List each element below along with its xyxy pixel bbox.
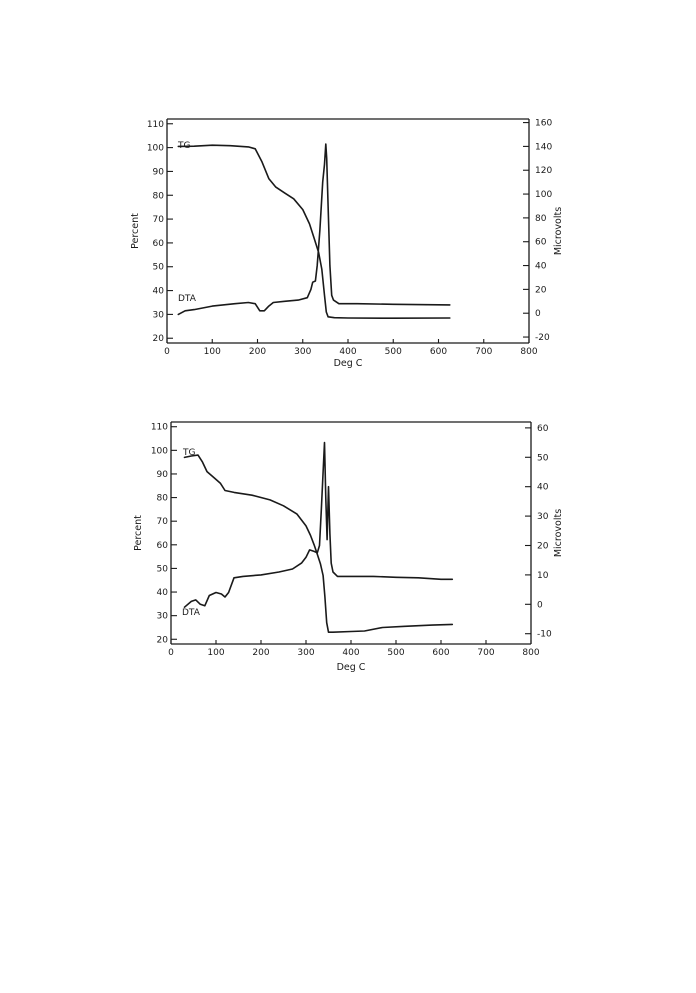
dta-series-label: DTA — [178, 294, 197, 304]
left-y-tick-label: 50 — [157, 564, 169, 574]
right-y-tick-label: 160 — [535, 119, 552, 129]
left-y-tick-label: 100 — [151, 446, 168, 456]
left-y-tick-label: 30 — [153, 310, 165, 320]
right-y-tick-label: 30 — [537, 512, 549, 522]
left-y-tick-label: 40 — [157, 588, 169, 598]
left-y-tick-label: 60 — [157, 541, 169, 551]
right-y-tick-label: 10 — [537, 571, 549, 581]
dta-curve — [177, 143, 451, 316]
tg-curve — [177, 144, 451, 319]
left-y-tick-label: 60 — [153, 239, 165, 249]
right-y-tick-label: -10 — [537, 630, 552, 640]
x-tick-label: 300 — [297, 648, 314, 658]
x-tick-label: 500 — [385, 347, 402, 357]
left-y-tick-label: 90 — [153, 167, 165, 177]
right-y-tick-label: 20 — [535, 285, 547, 295]
right-y-axis-title: Microvolts — [553, 509, 564, 557]
dta-series-label: DTA — [182, 608, 201, 618]
tg-series-label: TG — [177, 141, 190, 151]
left-y-tick-label: 50 — [153, 263, 165, 273]
x-tick-label: 300 — [294, 347, 311, 357]
x-tick-label: 100 — [207, 648, 224, 658]
left-y-tick-label: 30 — [157, 612, 169, 622]
x-axis-title: Deg C — [334, 358, 363, 369]
right-y-tick-label: 0 — [535, 309, 541, 319]
left-y-tick-label: 40 — [153, 287, 165, 297]
x-tick-label: 800 — [522, 648, 539, 658]
right-y-tick-label: 80 — [535, 214, 547, 224]
left-y-tick-label: 90 — [157, 470, 169, 480]
right-y-tick-label: 100 — [535, 190, 552, 200]
tg-series-label: TG — [182, 448, 195, 458]
right-y-tick-label: 50 — [537, 453, 549, 463]
x-tick-label: 200 — [249, 347, 266, 357]
x-tick-label: 500 — [387, 648, 404, 658]
x-tick-label: 700 — [475, 347, 492, 357]
right-y-tick-label: 0 — [537, 600, 543, 610]
left-y-tick-label: 70 — [157, 517, 169, 527]
right-y-axis-title: Microvolts — [553, 207, 564, 255]
x-tick-label: 200 — [252, 648, 269, 658]
x-tick-label: 400 — [339, 347, 356, 357]
right-y-tick-label: 20 — [537, 541, 549, 551]
x-tick-label: 0 — [168, 648, 174, 658]
right-y-tick-label: 60 — [537, 424, 549, 434]
left-y-tick-label: 110 — [151, 423, 168, 433]
right-y-tick-label: 140 — [535, 142, 552, 152]
left-y-tick-label: 80 — [153, 191, 165, 201]
chart-bottom: 0 100 200 300 400 500 600 700 800203040506070809… — [133, 421, 564, 673]
left-y-tick-label: 20 — [153, 334, 165, 344]
right-y-tick-label: 120 — [535, 166, 552, 176]
x-tick-label: 600 — [430, 347, 447, 357]
x-axis-title: Deg C — [337, 662, 366, 673]
x-tick-label: 400 — [342, 648, 359, 658]
x-tick-label: 100 — [204, 347, 221, 357]
x-tick-label: 600 — [432, 648, 449, 658]
left-y-tick-label: 100 — [147, 144, 164, 154]
left-y-axis-title: Percent — [133, 515, 144, 551]
dta-curve — [183, 441, 454, 608]
left-y-tick-label: 70 — [153, 215, 165, 225]
x-tick-label: 0 — [164, 347, 170, 357]
right-y-tick-label: 40 — [535, 262, 547, 272]
right-y-tick-label: -20 — [535, 333, 550, 343]
left-y-tick-label: 20 — [157, 635, 169, 645]
tg-curve — [183, 454, 454, 633]
chart-top: 0 100 200 300 400 500 600 700 800203040506070809… — [130, 118, 564, 369]
right-y-tick-label: 40 — [537, 483, 549, 493]
x-tick-label: 700 — [477, 648, 494, 658]
right-y-tick-label: 60 — [535, 238, 547, 248]
left-y-tick-label: 110 — [147, 120, 164, 130]
x-tick-label: 800 — [520, 347, 537, 357]
left-y-axis-title: Percent — [130, 213, 141, 249]
left-y-tick-label: 80 — [157, 494, 169, 504]
